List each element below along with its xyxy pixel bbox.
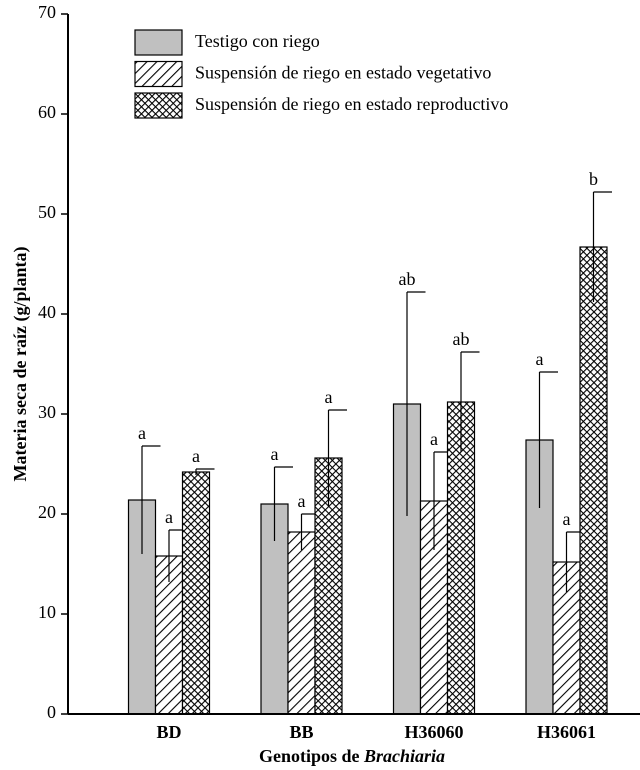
significance-label: a (325, 387, 333, 407)
significance-label: ab (453, 329, 470, 349)
significance-label: a (165, 507, 173, 527)
x-tick-label: H36060 (404, 722, 463, 742)
x-tick-label: BD (156, 722, 181, 742)
significance-label: ab (399, 269, 416, 289)
y-tick-label: 60 (38, 102, 56, 122)
x-tick-label: BB (289, 722, 313, 742)
y-axis-title: Materia seca de raíz (g/planta) (10, 247, 31, 482)
bar (579, 246, 608, 715)
x-tick-label: H36061 (537, 722, 596, 742)
error-bar (273, 466, 293, 541)
y-tick-label: 30 (38, 402, 56, 422)
significance-label: a (563, 509, 571, 529)
legend-swatch (134, 60, 183, 88)
legend-label: Testigo con riego (195, 31, 320, 51)
error-bar (327, 409, 347, 506)
x-axis-title: Genotipos de Brachiaria (259, 746, 445, 766)
bar (181, 471, 211, 715)
significance-label: a (430, 429, 438, 449)
significance-label: a (298, 491, 306, 511)
x-axis-title-italic: Brachiaria (363, 746, 445, 766)
y-tick-label: 70 (38, 2, 56, 22)
error-bar (141, 445, 161, 554)
error-bar (460, 351, 480, 452)
legend-swatch (134, 29, 183, 56)
error-bar (592, 191, 612, 302)
significance-label: a (271, 444, 279, 464)
error-bar (406, 291, 426, 516)
error-bar (538, 371, 558, 508)
significance-label: a (536, 349, 544, 369)
y-tick-label: 20 (38, 502, 56, 522)
legend-label: Suspensión de riego en estado vegetativo (195, 63, 491, 83)
significance-label: a (192, 446, 200, 466)
error-bar (195, 468, 215, 475)
legend-swatch (134, 92, 183, 119)
bar (287, 531, 316, 715)
y-tick-label: 10 (38, 602, 56, 622)
legend-label: Suspensión de riego en estado reproducti… (195, 94, 508, 114)
significance-label: a (138, 423, 146, 443)
y-tick-label: 50 (38, 202, 56, 222)
significance-label: b (589, 169, 598, 189)
y-tick-label: 40 (38, 302, 56, 322)
y-tick-label: 0 (47, 702, 56, 722)
x-axis-title-text: Genotipos de (259, 746, 364, 766)
bar (446, 401, 476, 715)
